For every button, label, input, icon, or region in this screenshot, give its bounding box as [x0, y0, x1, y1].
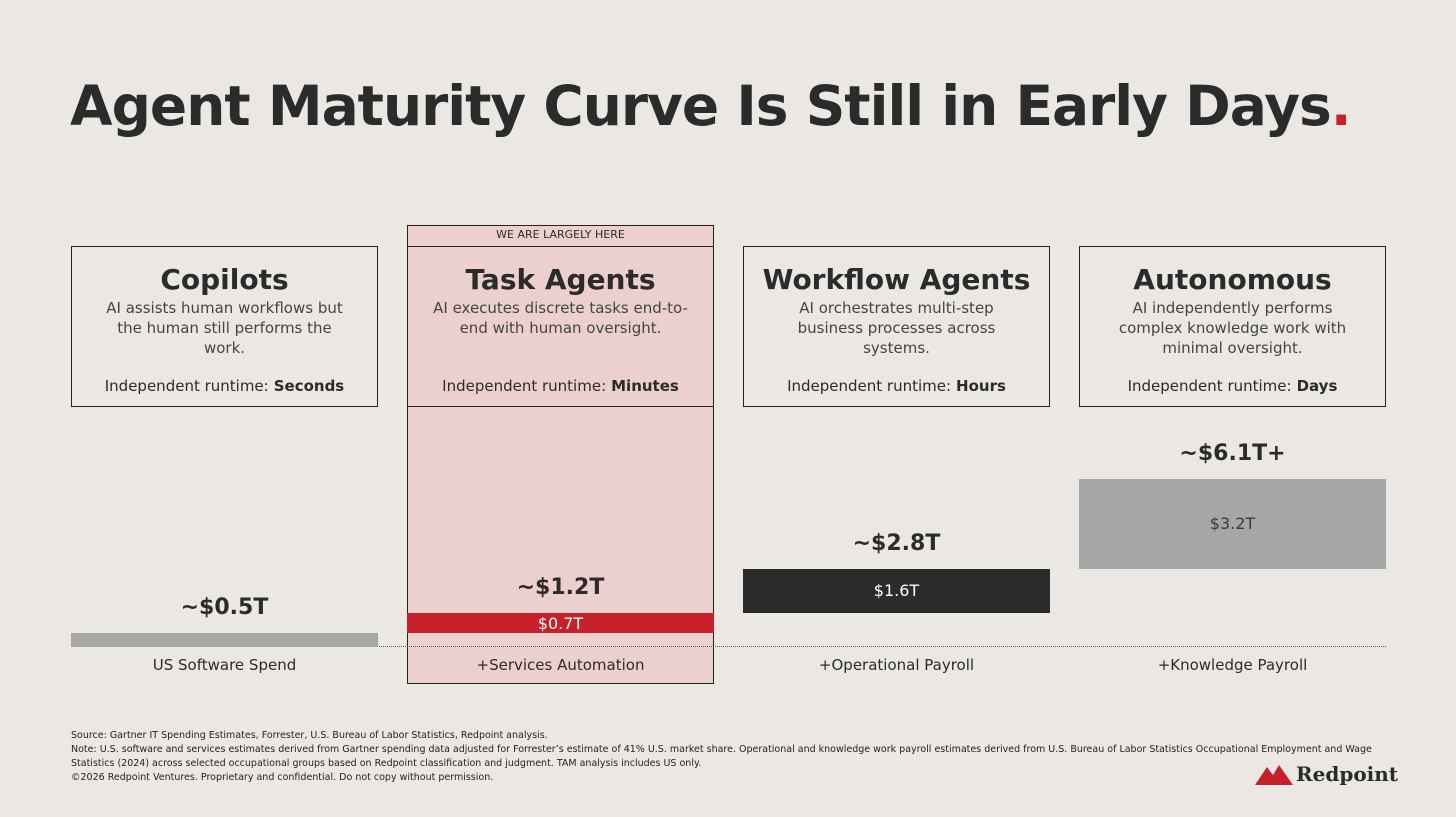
- bar: $0.7T: [407, 613, 714, 633]
- runtime-value: Minutes: [611, 377, 679, 395]
- title-text: Agent Maturity Curve Is Still in Early D…: [70, 74, 1332, 138]
- category-label: US Software Spend: [152, 656, 297, 674]
- runtime-value: Days: [1296, 377, 1338, 395]
- title-dot: .: [1330, 74, 1352, 138]
- stage-description: AI assists human workflows but the human…: [106, 299, 343, 357]
- source: Source: Gartner IT Spending Estimates, F…: [71, 730, 548, 741]
- stage-name: Task Agents: [465, 263, 656, 296]
- bar: $3.2T: [1079, 479, 1386, 569]
- total-label: ~$6.1T+: [1179, 441, 1286, 466]
- note: Note: U.S. software and services estimat…: [71, 744, 1372, 769]
- stage-description: AI independently performs complex knowle…: [1118, 299, 1347, 357]
- banner: WE ARE LARGELY HERE: [496, 228, 625, 241]
- runtime: Independent runtime: Seconds: [72, 377, 377, 395]
- runtime: Independent runtime: Hours: [744, 377, 1049, 395]
- bar: $1.6T: [743, 568, 1050, 614]
- total-label: ~$2.8T: [852, 530, 941, 556]
- runtime-value: Hours: [956, 377, 1006, 395]
- stage-name: Copilots: [160, 263, 289, 296]
- stage-card: Task Agents AI executes discrete tasks en…: [407, 246, 714, 407]
- stage-description: AI orchestrates multi-step business proc…: [797, 299, 996, 357]
- runtime: Independent runtime: Days: [1080, 377, 1385, 395]
- value-label: $1.6T: [873, 581, 920, 601]
- runtime-value: Seconds: [273, 377, 345, 395]
- stage-name: Workflow Agents: [762, 263, 1031, 296]
- runtime-label: Independent runtime:: [104, 377, 269, 395]
- runtime-label: Independent runtime:: [1127, 377, 1292, 395]
- category-label: +Operational Payroll: [818, 656, 975, 674]
- highlight-column: [407, 225, 714, 684]
- logo-icon: [1255, 765, 1293, 785]
- stage-description: AI executes discrete tasks end-to-end wi…: [433, 299, 688, 337]
- stage-card: Autonomous AI independently performs comp…: [1079, 246, 1386, 407]
- value-label: $0.7T: [537, 613, 584, 633]
- runtime-label: Independent runtime:: [787, 377, 952, 395]
- title: Agent Maturity Curve Is Still in Early D…: [70, 74, 1352, 138]
- runtime: Independent runtime: Minutes: [408, 377, 713, 395]
- stage-name: Autonomous: [1133, 263, 1332, 296]
- category-label: +Services Automation: [476, 656, 645, 674]
- category-label: +Knowledge Payroll: [1157, 656, 1308, 674]
- stage-card: Copilots AI assists human workflows but t…: [71, 246, 378, 407]
- baseline: [71, 646, 1386, 647]
- value-label: $3.2T: [1209, 514, 1256, 534]
- stage-card: Workflow Agents AI orchestrates multi-ste…: [743, 246, 1050, 407]
- total-label: ~$0.5T: [180, 595, 269, 620]
- copyright: ©2026 Redpoint Ventures. Proprietary and…: [71, 772, 494, 783]
- logo: Redpoint: [1296, 762, 1399, 786]
- total-label: ~$1.2T: [516, 575, 605, 601]
- bar: [71, 633, 378, 647]
- runtime-label: Independent runtime:: [442, 377, 607, 395]
